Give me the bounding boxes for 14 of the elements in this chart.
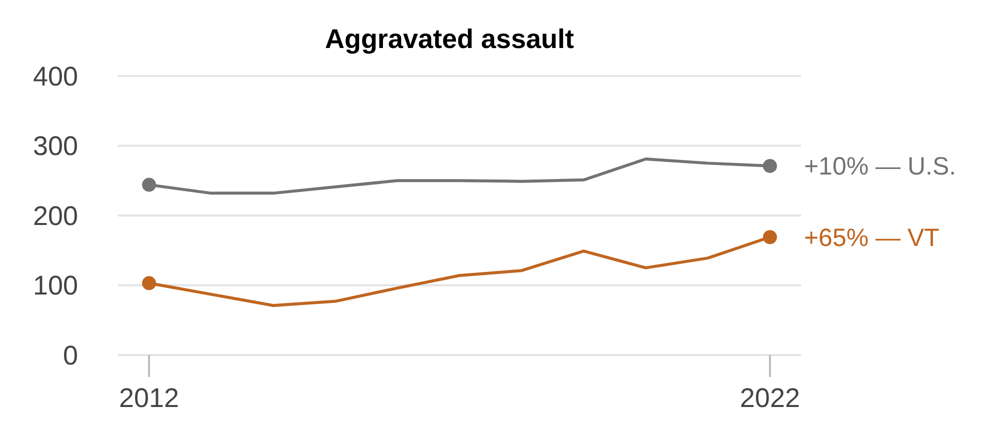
y-tick-label: 100: [32, 270, 78, 301]
x-tick-label: 2022: [740, 383, 800, 413]
point: [142, 178, 156, 192]
y-tick-label: 200: [32, 200, 78, 231]
x-tick-label: 2012: [119, 383, 180, 413]
chart-title: Aggravated assault: [324, 24, 574, 54]
y-tick-label: 0: [62, 340, 78, 370]
y-tick-label: 300: [32, 131, 78, 162]
point: [142, 276, 156, 290]
series-label: +10% — U.S.: [804, 152, 956, 181]
point: [762, 158, 777, 173]
series-label: +65% — VT: [804, 224, 940, 252]
point: [762, 230, 777, 244]
y-tick-label: 400: [32, 61, 78, 92]
